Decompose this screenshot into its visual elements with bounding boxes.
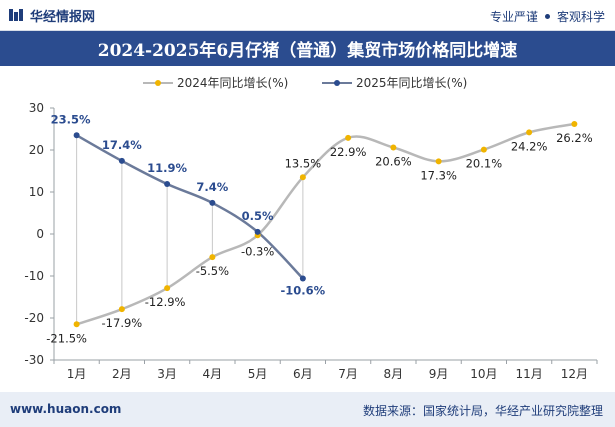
- series-2024-point: [571, 120, 578, 127]
- huajing-logo-icon: [9, 9, 23, 21]
- series-2025-data-label: 11.9%: [147, 161, 187, 175]
- series-2025-point: [118, 157, 125, 164]
- legend-label-2025: 2025年同比增长(%): [356, 76, 467, 90]
- y-tick-label: -10: [24, 269, 44, 283]
- series-2025-point: [299, 275, 306, 282]
- series-2025-data-label: 23.5%: [51, 112, 91, 126]
- series-2025-line: [76, 134, 304, 280]
- series-2024-point: [73, 321, 80, 328]
- x-tick-label: 6月: [293, 367, 313, 381]
- series-2024-data-label: -12.9%: [145, 295, 186, 309]
- line-chart: 2024年同比增长(%) 2025年同比增长(%) -30 -20 -10 0 10 20 3…: [24, 76, 598, 381]
- series-2024-data-label: -0.3%: [241, 244, 274, 258]
- tagline-dot: [544, 14, 550, 19]
- y-tick-label: -30: [24, 353, 44, 367]
- series-2024-data-label: -17.9%: [102, 316, 143, 330]
- legend-marker-2024: [155, 80, 161, 86]
- tagline-right: 客观科学: [556, 10, 605, 24]
- series-2025-data-label: 17.4%: [102, 138, 142, 152]
- series-2024-data-label: -5.5%: [196, 264, 229, 278]
- series-2024-data-label: 26.2%: [556, 131, 593, 145]
- chart-title: 2024-2025年6月仔猪（普通）集贸市场价格同比增速: [97, 41, 518, 61]
- brand-name: 华经情报网: [30, 9, 96, 25]
- series-2024-point: [164, 285, 171, 292]
- series-2024-point: [435, 158, 442, 165]
- series-2025-point: [73, 132, 80, 139]
- title-bar: 2024-2025年6月仔猪（普通）集贸市场价格同比增速: [0, 31, 615, 66]
- legend-marker-2025: [334, 80, 340, 86]
- y-tick-label: -20: [24, 311, 44, 325]
- y-tick-label: 0: [36, 227, 44, 241]
- x-tick-label: 10月: [470, 367, 497, 381]
- series-2024-data-label: 13.5%: [285, 156, 322, 170]
- series-2024-data-label: 17.3%: [420, 168, 457, 182]
- x-tick-label: 11月: [515, 367, 542, 381]
- chart-axes: -30 -20 -10 0 10 20 30 1月 2月 3月 4月 5月 6月 7月 8月 9月 10月 11月…: [24, 101, 598, 381]
- series-2025-point: [209, 199, 216, 206]
- series-2024-data-label: 24.2%: [511, 139, 548, 153]
- series-2024-data-label: 22.9%: [330, 145, 367, 159]
- series-2024-point: [526, 129, 533, 136]
- x-tick-label: 4月: [203, 367, 223, 381]
- chart-legend: 2024年同比增长(%) 2025年同比增长(%): [143, 76, 467, 90]
- series-2024-data-label: 20.6%: [375, 154, 412, 168]
- series-2024-point: [345, 134, 352, 141]
- top-bar: 华经情报网 专业严谨 客观科学: [0, 0, 615, 31]
- y-tick-label: 10: [29, 185, 44, 199]
- tagline: 专业严谨 客观科学: [490, 8, 605, 25]
- series-2024-line: [76, 122, 575, 326]
- y-tick-label: 30: [29, 101, 44, 115]
- series-2025-data-label: -10.6%: [281, 284, 326, 298]
- series-2024-data-label: -21.5%: [46, 331, 87, 345]
- x-tick-label: 7月: [338, 367, 358, 381]
- footer-bar: www.huaon.com 数据来源：国家统计局，华经产业研究院整理: [0, 392, 615, 427]
- series-2024-point: [209, 254, 216, 261]
- tagline-left: 专业严谨: [489, 10, 538, 24]
- series-2024-point: [299, 174, 306, 181]
- x-tick-label: 12月: [561, 367, 588, 381]
- footer-source: 数据来源：国家统计局，华经产业研究院整理: [362, 404, 603, 418]
- x-tick-label: 3月: [157, 367, 177, 381]
- y-tick-label: 20: [29, 143, 44, 157]
- legend-label-2024: 2024年同比增长(%): [177, 76, 288, 90]
- x-tick-label: 9月: [429, 367, 449, 381]
- footer-url: www.huaon.com: [10, 402, 122, 416]
- chart-plot: -21.5% -17.9%-12.9% -5.5% -0.3% 13.5% 22.9% 20…: [46, 112, 592, 345]
- series-2024-point: [390, 144, 397, 151]
- brand: 华经情报网: [8, 7, 96, 25]
- series-2024-point: [480, 146, 487, 153]
- x-tick-label: 8月: [384, 367, 404, 381]
- series-2025-point: [164, 181, 171, 188]
- series-2025-point: [254, 228, 261, 235]
- series-2025-data-label: 0.5%: [242, 209, 274, 223]
- x-tick-label: 1月: [67, 367, 87, 381]
- series-2024-data-label: 20.1%: [466, 157, 503, 171]
- x-tick-label: 5月: [248, 367, 268, 381]
- series-2025-data-label: 7.4%: [196, 180, 228, 194]
- x-tick-label: 2月: [112, 367, 132, 381]
- series-2024-point: [118, 306, 125, 313]
